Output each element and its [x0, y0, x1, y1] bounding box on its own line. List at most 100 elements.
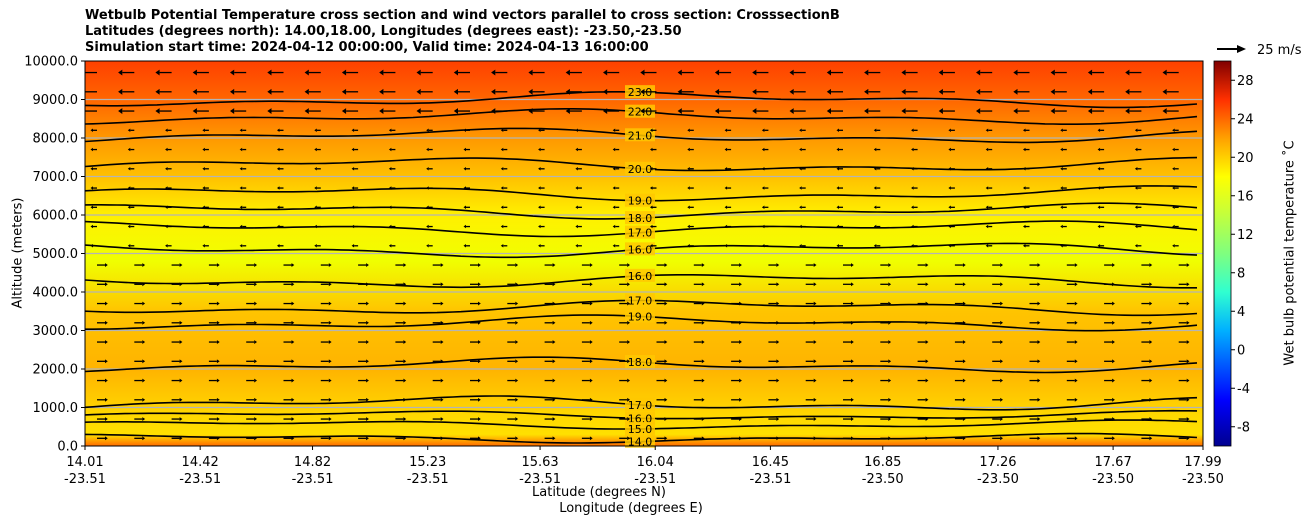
wind-vector-head [761, 224, 765, 229]
wind-vector-head [216, 359, 220, 364]
wind-vector-head [985, 205, 989, 210]
wind-vector-head [664, 436, 668, 441]
wind-vector-head [179, 320, 183, 325]
wind-vector-head [1186, 263, 1190, 268]
wind-vector-head [478, 263, 481, 268]
wind-vector-head [664, 301, 668, 306]
wind-vector-head [962, 436, 966, 441]
wind-vector-head [341, 69, 347, 76]
wind-vector-head [304, 69, 309, 76]
wind-vector-head [239, 244, 243, 248]
wind-vector-head [314, 147, 317, 152]
wind-vector-head [701, 301, 705, 306]
wind-vector-head [105, 436, 108, 441]
wind-vector-head [1186, 301, 1190, 306]
wind-vector-head [962, 263, 966, 268]
wind-vector-head [351, 244, 355, 248]
wind-vector-head [118, 108, 123, 114]
wind-vector-head [538, 224, 541, 229]
wind-vector-head [1134, 167, 1138, 171]
wind-vector-head [216, 282, 220, 287]
wind-vector-head [776, 436, 780, 441]
wind-vector-head [216, 320, 220, 325]
contour-label-bg [625, 104, 655, 118]
wind-vector-head [575, 244, 578, 248]
wind-vector-head [463, 186, 466, 190]
wind-vector-head [687, 128, 690, 133]
colorbar-tick-label: 8 [1237, 266, 1245, 281]
wind-vector-head [1112, 417, 1115, 422]
wind-vector-head [1125, 108, 1130, 114]
wind-vector-head [888, 340, 892, 345]
wind-vector-head [627, 397, 630, 402]
wind-vector-head [314, 128, 317, 133]
wind-vector-head [938, 88, 943, 95]
wind-vector-head [463, 128, 466, 133]
wind-vector-head [724, 224, 728, 229]
wind-vector-head [155, 88, 160, 95]
wind-vector-head [90, 128, 93, 133]
wind-vector-head [440, 359, 444, 364]
wind-vector-head [538, 186, 541, 190]
wind-vector-head [478, 301, 481, 306]
wind-vector-head [1000, 340, 1003, 345]
wind-vector-head [463, 147, 466, 152]
wind-vector-head [254, 417, 257, 422]
wind-vector-head [1112, 359, 1115, 364]
wind-vector-head [528, 108, 533, 114]
wind-vector-head [254, 359, 257, 364]
wind-vector-head [328, 340, 332, 345]
wind-vector-head [813, 436, 817, 441]
wind-vector-head [90, 167, 93, 171]
wind-vector-head [888, 378, 892, 383]
wind-vector-head [640, 69, 645, 76]
wind-vector-head [677, 108, 682, 114]
wind-vector-head [500, 186, 504, 190]
wind-vector-head [239, 224, 243, 229]
wind-vector-head [1000, 282, 1003, 287]
wind-vector-head [799, 147, 802, 152]
wind-vector-head [589, 340, 593, 345]
wind-vector-head [291, 301, 295, 306]
contour-label-bg [625, 421, 655, 435]
contour-label: 19.0 [628, 310, 653, 323]
wind-vector-head [836, 186, 839, 190]
wind-vector-head [254, 263, 257, 268]
wind-vector-head [1037, 320, 1041, 325]
contour-label-bg [625, 309, 655, 323]
wind-vector-head [873, 186, 877, 190]
wind-vector-head [351, 224, 355, 229]
wind-vector-head [165, 186, 168, 190]
wind-vector-head [1172, 128, 1175, 133]
wind-vector-head [664, 359, 668, 364]
wind-vector-head [761, 147, 765, 152]
wind-vector-head [440, 282, 444, 287]
y-tick-label: 0.0 [57, 440, 78, 455]
wind-vector-head [776, 263, 780, 268]
wind-vector-head [627, 282, 630, 287]
contour-label: 18.0 [628, 356, 653, 369]
wind-vector-head [254, 301, 257, 306]
wind-vector-head [142, 301, 146, 306]
contour-label-bg [625, 354, 655, 368]
wind-vector-head [478, 320, 481, 325]
wind-vector-head [127, 244, 131, 248]
wind-vector-head [463, 167, 466, 171]
wind-vector-head [179, 397, 183, 402]
wind-vector-head [851, 359, 854, 364]
wind-vector-head [314, 205, 317, 210]
wind-vector-head [304, 88, 309, 95]
wind-vector-head [1037, 378, 1041, 383]
wind-vector-head [985, 128, 989, 133]
wind-vector-head [826, 69, 831, 76]
wind-vector-head [388, 224, 392, 229]
wind-vector-head [552, 263, 556, 268]
x-tick-label-longitude: -23.51 [749, 472, 791, 487]
wind-vector-head [589, 359, 593, 364]
wind-vector-head [254, 397, 257, 402]
y-tick-label: 3000.0 [33, 324, 79, 339]
wind-vector-head [416, 88, 421, 95]
wind-vector-head [202, 167, 205, 171]
y-tick-label: 10000.0 [24, 55, 78, 70]
